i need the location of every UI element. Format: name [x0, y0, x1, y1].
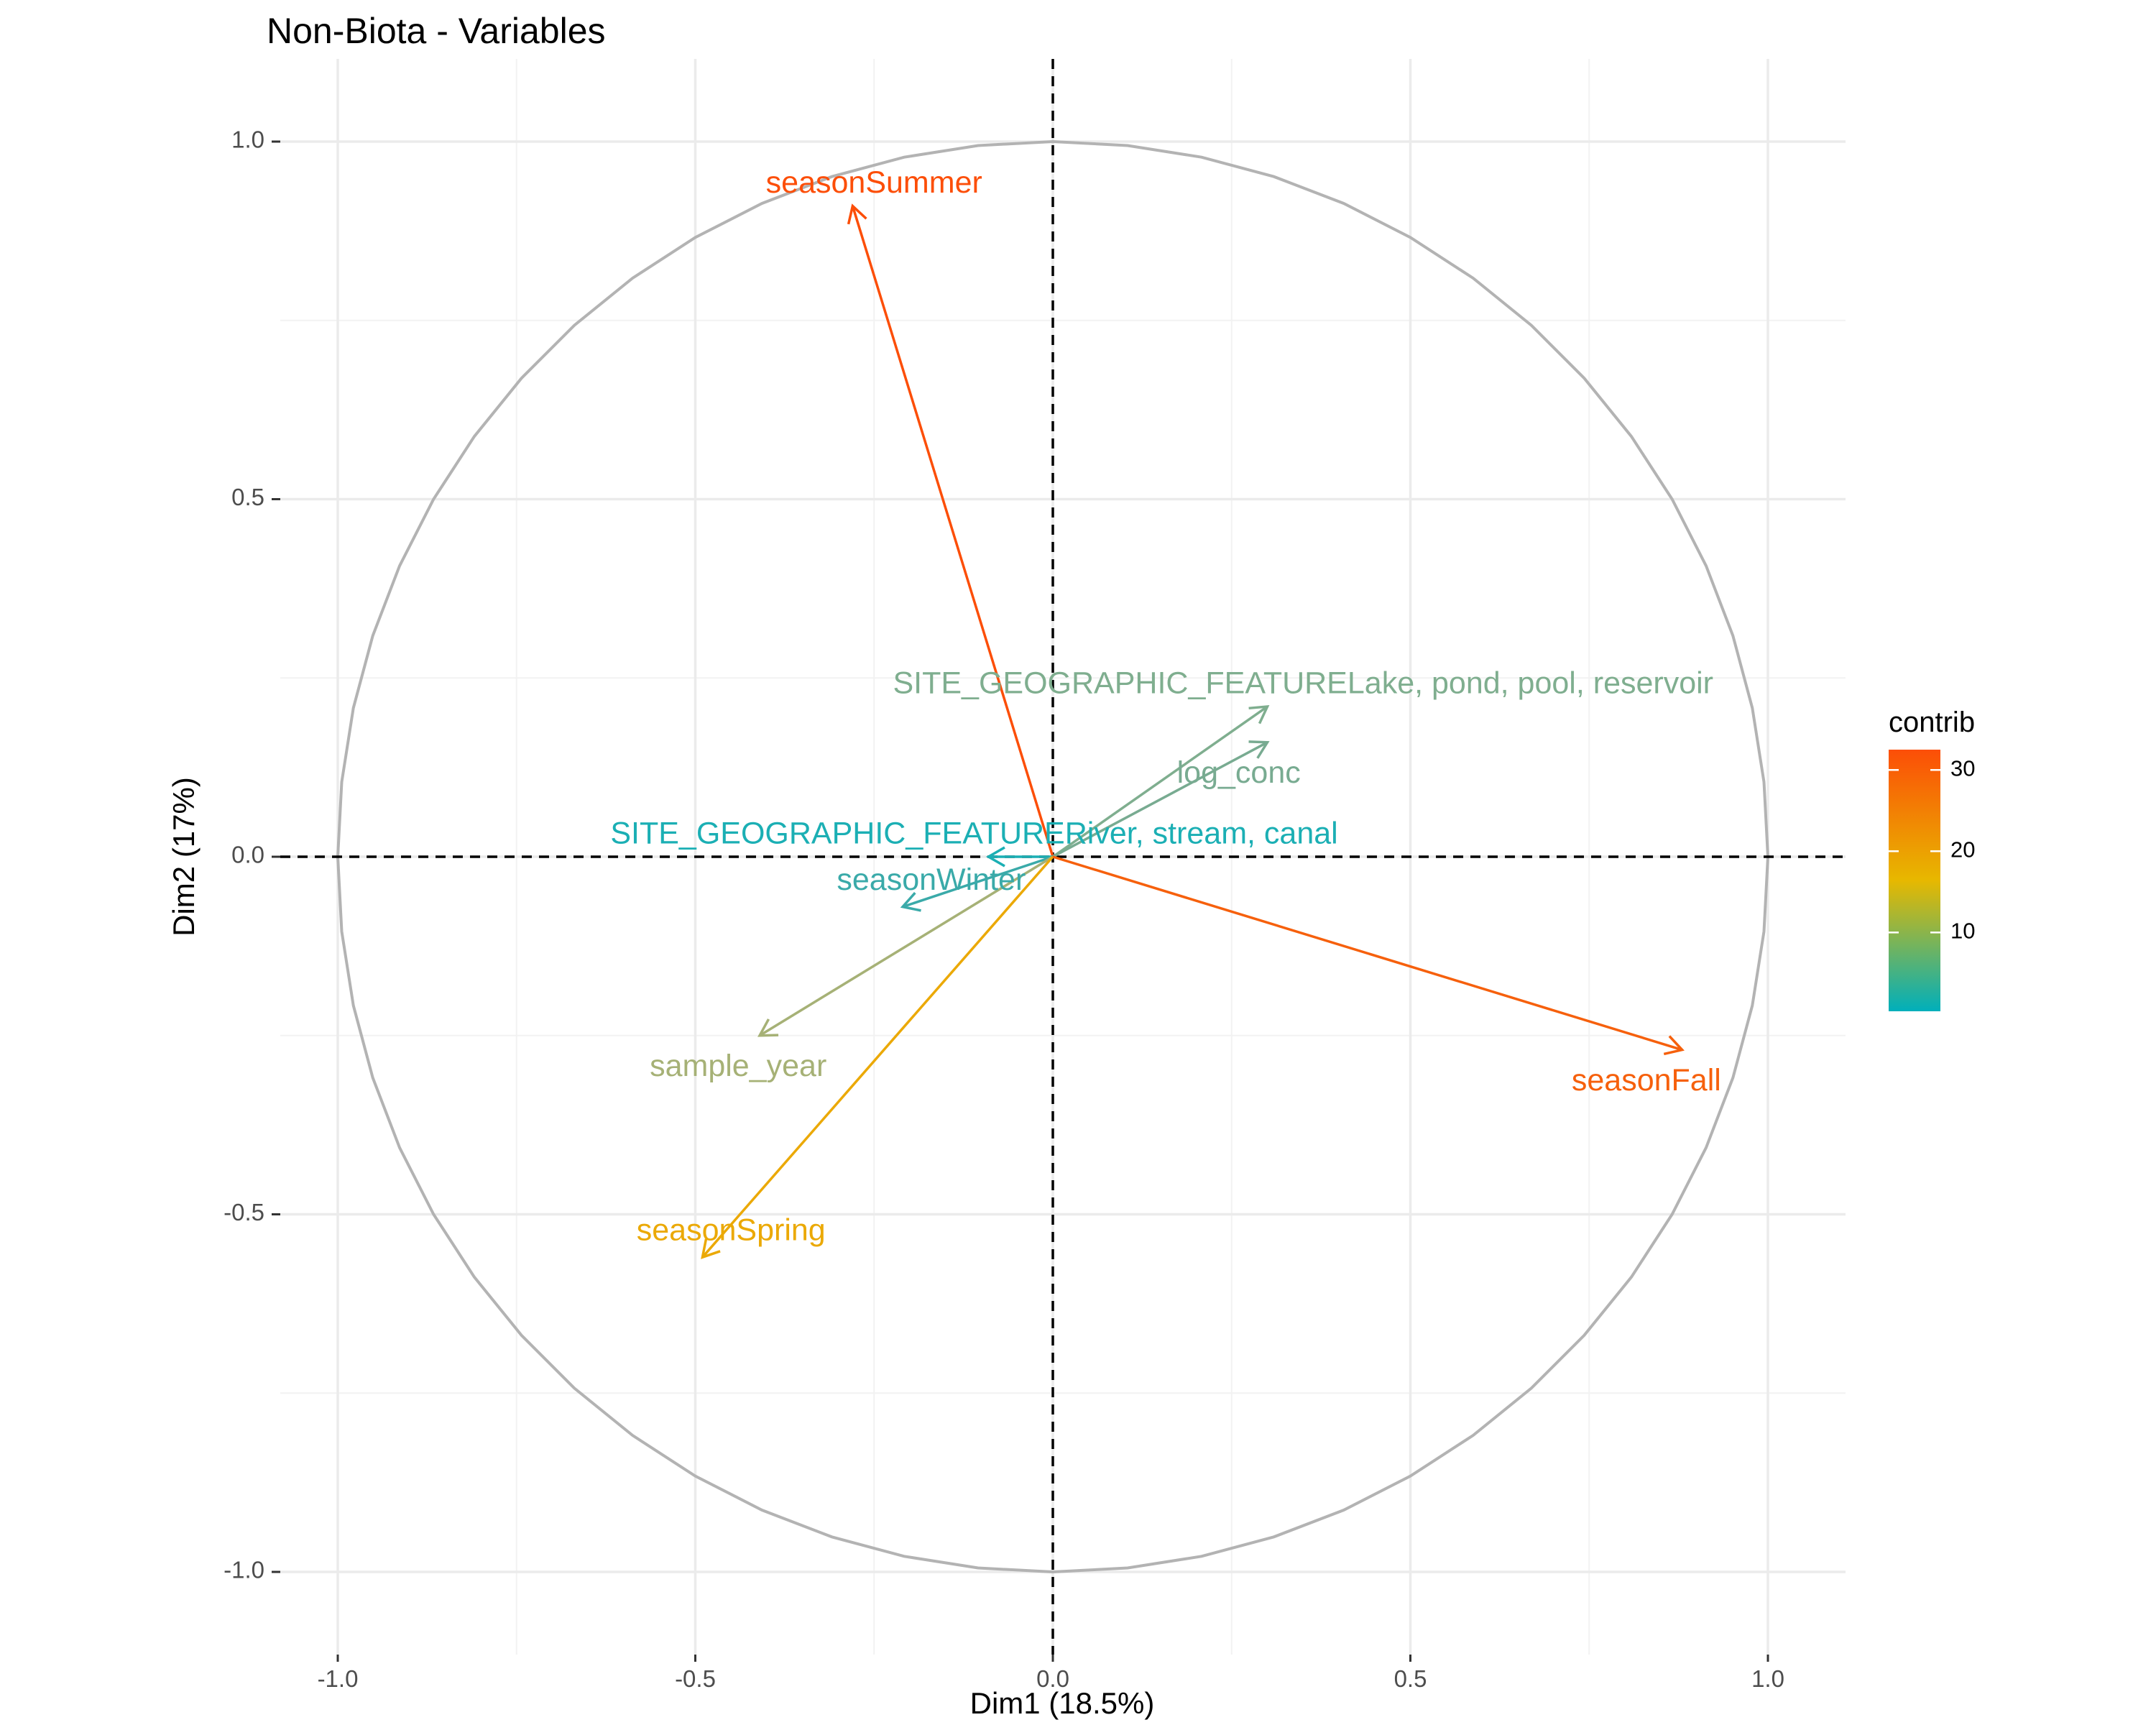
arrow-head	[985, 846, 1005, 868]
legend-tick-label: 30	[1950, 755, 1975, 781]
arrow-shaft	[759, 855, 1054, 1037]
arrow-head	[1663, 1035, 1685, 1056]
legend-colorbar	[1889, 750, 1940, 1011]
y-axis-ticks: -1.0 -0.5 0.0 0.5 1.0	[224, 126, 280, 1583]
y-tick-label: 1.0	[231, 126, 264, 153]
x-tick-label: 0.0	[1036, 1665, 1069, 1692]
variable-arrow	[847, 203, 1054, 857]
variable-arrow	[757, 855, 1054, 1037]
x-axis-ticks: -1.0 -0.5 0.0 0.5 1.0	[318, 1655, 1784, 1692]
variable-label: sample_year	[650, 1049, 826, 1083]
legend-tick-label: 20	[1950, 837, 1975, 862]
arrow-head	[900, 892, 921, 912]
variable-arrow	[1052, 855, 1685, 1056]
variable-arrow	[1052, 740, 1270, 858]
variable-label: SITE_GEOGRAPHIC_FEATURELake, pond, pool,…	[893, 666, 1713, 701]
variable-arrow	[1051, 705, 1270, 858]
x-axis-title: Dim1 (18.5%)	[970, 1686, 1155, 1720]
variable-arrow	[701, 855, 1054, 1259]
variable-label: seasonSpring	[637, 1213, 826, 1248]
legend-ticks: 10 20 30	[1889, 755, 1975, 944]
variable-label: seasonFall	[1572, 1063, 1721, 1098]
legend: contrib 10 20 30	[1889, 707, 1975, 1011]
arrow-head	[847, 203, 867, 225]
arrow-shaft	[851, 206, 1054, 857]
variable-label: log_conc	[1177, 755, 1301, 790]
y-tick-label: 0.0	[231, 842, 264, 868]
legend-tick-label: 10	[1950, 919, 1975, 944]
variable-label: SITE_GEOGRAPHIC_FEATURERiver, stream, ca…	[610, 816, 1337, 851]
legend-title: contrib	[1889, 707, 1975, 738]
variable-labels: seasonSummer SITE_GEOGRAPHIC_FEATURELake,…	[610, 165, 1720, 1248]
variable-arrows	[701, 203, 1685, 1259]
variable-label: seasonSummer	[766, 165, 982, 200]
arrow-shaft	[701, 855, 1054, 1259]
y-tick-label: -1.0	[224, 1557, 264, 1583]
variable-arrow	[900, 855, 1054, 912]
arrow-shaft	[1052, 741, 1268, 858]
x-tick-label: 1.0	[1751, 1665, 1784, 1692]
y-axis-title: Dim2 (17%)	[167, 777, 201, 937]
variable-label: seasonWinter	[837, 862, 1026, 897]
arrow-head	[701, 1238, 721, 1259]
x-tick-label: -1.0	[318, 1665, 359, 1692]
arrow-head	[757, 1018, 779, 1037]
x-tick-label: 0.5	[1394, 1665, 1427, 1692]
y-tick-label: -0.5	[224, 1199, 264, 1225]
arrow-shaft	[1051, 705, 1268, 858]
arrow-shaft	[902, 855, 1054, 908]
chart-title: Non-Biota - Variables	[267, 11, 606, 51]
variable-arrow	[985, 846, 1053, 868]
y-tick-label: 0.5	[231, 484, 264, 510]
arrow-head	[1248, 740, 1270, 759]
arrow-head	[1248, 705, 1270, 724]
arrow-shaft	[1052, 855, 1683, 1052]
x-tick-label: -0.5	[675, 1665, 716, 1692]
